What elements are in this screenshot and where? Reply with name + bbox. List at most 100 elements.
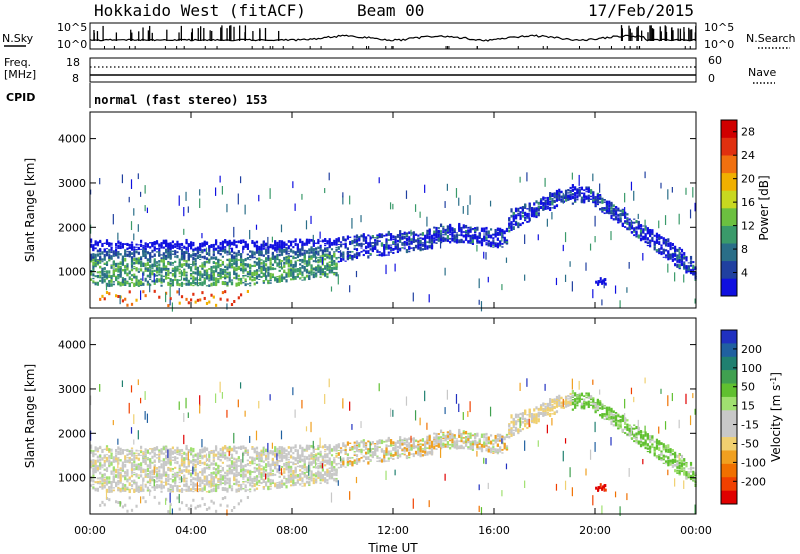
power-cell: [480, 244, 484, 247]
velocity-cell: [185, 444, 188, 450]
velocity-cell: [294, 457, 297, 462]
power-speckle: [458, 197, 460, 206]
power-cell: [258, 258, 261, 263]
power-cell: [126, 251, 129, 253]
power-cell: [219, 264, 222, 267]
power-cell: [126, 253, 129, 257]
velocity-speckle: [239, 382, 242, 389]
power-cell: [269, 276, 272, 279]
power-speckle: [112, 214, 114, 225]
power-cell: [249, 266, 252, 270]
power-cell: [228, 262, 231, 267]
power-cell: [360, 242, 363, 248]
power-cell: [239, 267, 243, 272]
velocity-cell: [96, 451, 100, 453]
power-cell: [371, 247, 374, 253]
power-cell: [346, 256, 349, 261]
power-cell: [249, 255, 252, 258]
velocity-cell: [249, 456, 252, 459]
power-speckle: [630, 219, 633, 227]
power-speckle: [462, 206, 464, 214]
power-cell: [174, 243, 177, 245]
power-cell: [228, 273, 231, 277]
power-cell: [521, 214, 524, 218]
power-cell: [178, 261, 181, 263]
power-cell: [453, 240, 456, 243]
power-cell: [237, 266, 240, 271]
power-cell: [394, 246, 397, 250]
velocity-cell-near: [108, 498, 111, 502]
power-cell: [587, 187, 590, 193]
velocity-cell: [205, 483, 209, 486]
power-cell: [333, 271, 336, 276]
power-cell: [396, 234, 399, 238]
velocity-cell: [153, 489, 156, 491]
power-cell: [92, 245, 95, 250]
velocity-cell: [251, 471, 254, 473]
velocity-cell: [233, 477, 236, 482]
power-cell: [642, 230, 645, 234]
power-speckle: [142, 272, 144, 281]
power-cell: [544, 207, 547, 210]
velocity-speckle: [267, 442, 269, 453]
velocity-cell: [117, 453, 120, 455]
velocity-cell: [233, 449, 236, 452]
power-speckle: [310, 215, 312, 224]
velocity-cell: [292, 469, 295, 475]
power-cell: [639, 228, 643, 233]
power-cell: [258, 260, 261, 265]
power-cell: [430, 238, 434, 242]
velocity-cell: [169, 485, 172, 487]
power-cell: [310, 248, 313, 251]
power-cell: [90, 272, 93, 275]
power-cell: [419, 243, 422, 247]
velocity-cell: [130, 469, 134, 474]
power-speckle: [389, 202, 392, 210]
velocity-cell: [242, 473, 245, 477]
power-cell: [149, 259, 152, 263]
velocity-cell: [226, 481, 229, 485]
velocity-cell: [233, 467, 236, 470]
power-cell: [367, 243, 370, 249]
power-cell: [287, 256, 290, 261]
velocity-cell: [101, 448, 104, 453]
velocity-cell: [274, 461, 277, 465]
power-cell: [292, 250, 295, 253]
power-cell: [146, 275, 150, 277]
power-cell: [144, 245, 147, 248]
power-cell-strong: [219, 297, 222, 301]
velocity-cell: [174, 466, 177, 469]
power-speckle: [228, 244, 230, 253]
velocity-cell: [208, 483, 211, 486]
velocity-cell: [292, 472, 295, 477]
velocity-cell: [110, 452, 113, 457]
power-cell: [383, 234, 386, 237]
power-cell: [260, 261, 263, 265]
power-cell: [453, 234, 456, 237]
power-cell: [212, 281, 215, 286]
velocity-cell: [278, 475, 281, 478]
velocity-cell: [210, 451, 213, 454]
velocity-cell: [255, 450, 259, 456]
velocity-cell: [180, 472, 184, 474]
power-cell: [667, 250, 670, 254]
power-cell: [317, 267, 320, 272]
velocity-cell: [292, 479, 295, 484]
velocity-cell: [117, 450, 120, 454]
power-cell: [360, 235, 363, 238]
power-cell: [205, 269, 209, 271]
velocity-cell: [94, 453, 97, 456]
power-cell: [496, 234, 499, 236]
power-cell: [119, 241, 122, 246]
velocity-cell: [135, 456, 138, 460]
power-cell: [253, 282, 256, 286]
power-cell: [94, 247, 97, 250]
power-cell: [387, 254, 390, 256]
power-cell: [269, 267, 272, 270]
velocity-cell-near: [230, 508, 234, 512]
power-cell: [399, 230, 402, 235]
power-cell: [160, 244, 163, 248]
velocity-cell: [137, 491, 140, 493]
power-cell-strong: [224, 290, 227, 294]
velocity-cell: [258, 458, 261, 463]
